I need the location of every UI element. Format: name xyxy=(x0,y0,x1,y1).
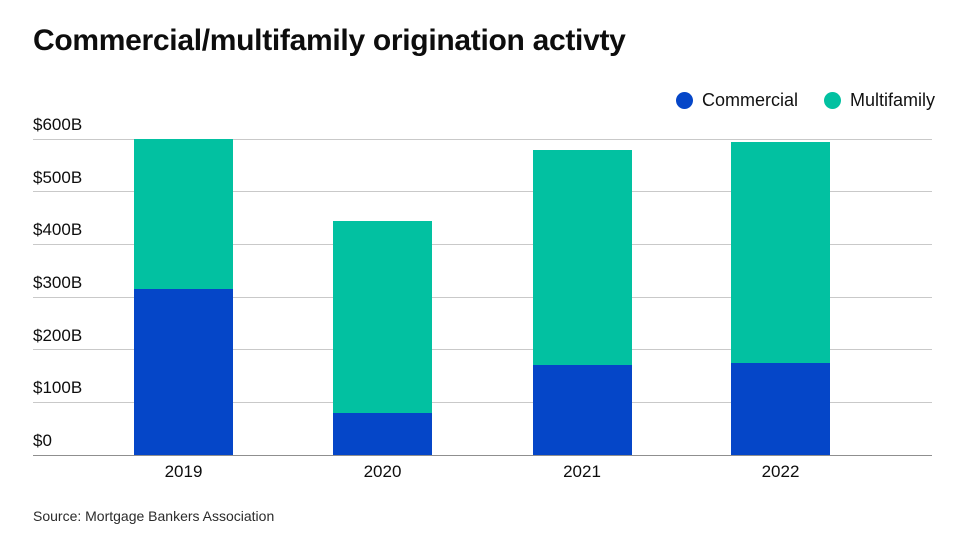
y-axis-tick-label: $200B xyxy=(33,325,83,345)
gridline xyxy=(33,243,932,245)
bar-2020-multifamily xyxy=(333,220,432,413)
legend-item-multifamily: Multifamily xyxy=(823,90,935,111)
gridline xyxy=(33,138,932,140)
bar-2022-commercial xyxy=(731,362,830,455)
bar-2020-commercial xyxy=(333,412,432,455)
legend: Commercial Multifamily xyxy=(675,90,935,111)
x-axis-label: 2019 xyxy=(164,462,203,481)
bar-2021-multifamily xyxy=(532,149,632,366)
x-axis-label: 2021 xyxy=(563,462,601,481)
y-axis-tick-label: $500B xyxy=(33,167,83,187)
y-axis-tick-label: $100B xyxy=(33,378,83,398)
x-axis-label: 2020 xyxy=(363,462,402,481)
y-axis-tick-label: $0 xyxy=(33,431,52,450)
legend-label: Commercial xyxy=(701,90,798,110)
gridline xyxy=(33,296,932,298)
x-axis-label: 2022 xyxy=(761,462,800,481)
bar-2019-multifamily xyxy=(134,139,233,290)
gridline xyxy=(33,191,932,193)
y-axis-tick-label: $400B xyxy=(33,220,83,240)
legend-item-commercial: Commercial xyxy=(675,90,798,111)
source-text: Source: Mortgage Bankers Association xyxy=(33,508,275,524)
x-axis-line xyxy=(33,454,932,456)
legend-dot-icon xyxy=(823,92,841,109)
legend-dot-icon xyxy=(675,92,693,109)
plot-area: $0 $100B $200B $300B $400B $500B $600B 2019 2020… xyxy=(33,115,932,481)
gridline xyxy=(33,349,932,351)
gridline xyxy=(33,401,932,403)
legend-label: Multifamily xyxy=(849,90,935,110)
bar-2021-commercial xyxy=(532,365,632,455)
bar-2022-multifamily xyxy=(731,141,830,363)
y-axis-tick-label: $600B xyxy=(33,115,83,134)
y-axis-tick-label: $300B xyxy=(33,273,83,292)
chart-title: Commercial/multifamily origination activ… xyxy=(33,24,626,57)
bar-2019-commercial xyxy=(134,289,233,455)
